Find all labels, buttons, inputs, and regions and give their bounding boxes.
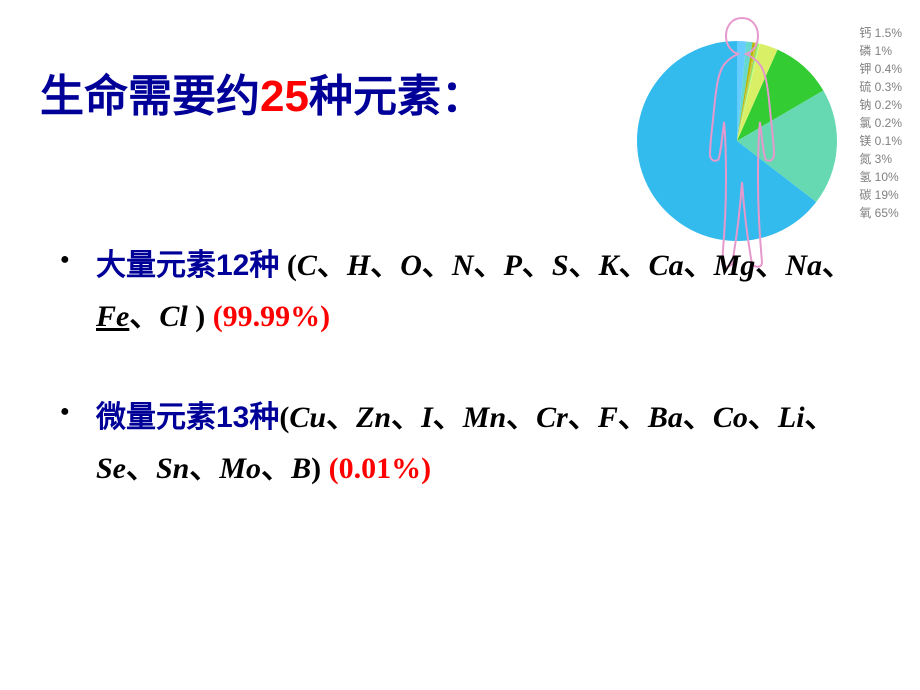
title-part2: 种元素： [309,72,485,121]
separator: 、 [684,249,714,282]
open-paren: ( [279,249,297,282]
element-symbol: Mg [714,249,756,282]
separator: 、 [569,249,599,282]
separator: 、 [619,249,649,282]
element-symbol: Ba [648,401,683,434]
legend-item: 氧 65% [859,204,902,222]
separator: 、 [522,249,552,282]
element-symbol: Mn [463,401,506,434]
legend-item: 钠 0.2% [859,96,902,114]
separator: 、 [317,249,347,282]
pie-legend: 钙 1.5%磷 1%钾 0.4%硫 0.3%钠 0.2%氯 0.2%镁 0.1%… [859,24,902,222]
title-highlight: 25 [260,72,309,121]
separator: 、 [748,401,778,434]
close-paren: ) [188,300,213,333]
element-symbol: S [552,249,569,282]
element-symbol: F [598,401,618,434]
separator: 、 [805,401,835,434]
separator: 、 [391,401,421,434]
element-symbol: Ca [649,249,684,282]
legend-item: 氢 10% [859,168,902,186]
element-symbol: N [452,249,474,282]
legend-item: 镁 0.1% [859,132,902,150]
separator: 、 [370,249,400,282]
separator: 、 [126,452,156,485]
legend-item: 氮 3% [859,150,902,168]
separator: 、 [683,401,713,434]
element-symbol: Na [785,249,822,282]
bullet-category: 微量元素13种 [96,401,279,434]
element-symbol: I [421,401,433,434]
element-symbol: Sn [156,452,189,485]
legend-item: 碳 19% [859,186,902,204]
element-symbol: B [291,452,311,485]
element-symbol: K [599,249,619,282]
element-symbol: O [400,249,422,282]
element-symbol: Mo [219,452,261,485]
separator: 、 [422,249,452,282]
element-symbol: Li [778,401,805,434]
legend-item: 钾 0.4% [859,60,902,78]
element-symbol: Zn [356,401,391,434]
percent-label: (0.01%) [329,452,431,485]
separator: 、 [261,452,291,485]
element-symbol: Cl [159,300,187,333]
separator: 、 [618,401,648,434]
element-symbol: C [297,249,317,282]
pie-svg [632,36,842,246]
bullet-item: 大量元素12种 (C、H、O、N、P、S、K、Ca、Mg、Na、Fe、Cl ) … [60,240,880,342]
separator: 、 [326,401,356,434]
separator: 、 [506,401,536,434]
separator: 、 [433,401,463,434]
element-symbol: P [504,249,522,282]
close-paren: ) [311,452,329,485]
element-symbol: Se [96,452,126,485]
element-symbol: H [347,249,370,282]
separator: 、 [568,401,598,434]
element-pie-chart: 钙 1.5%磷 1%钾 0.4%硫 0.3%钠 0.2%氯 0.2%镁 0.1%… [632,10,912,270]
title-part1: 生命需要约 [40,72,260,121]
separator: 、 [822,249,852,282]
legend-item: 磷 1% [859,42,902,60]
element-symbol: Cr [536,401,568,434]
open-paren: ( [279,401,289,434]
bullet-category: 大量元素12种 [96,249,279,282]
separator: 、 [755,249,785,282]
bullet-list: 大量元素12种 (C、H、O、N、P、S、K、Ca、Mg、Na、Fe、Cl ) … [60,240,880,544]
legend-item: 钙 1.5% [859,24,902,42]
separator: 、 [189,452,219,485]
separator: 、 [474,249,504,282]
separator: 、 [129,300,159,333]
slide-title: 生命需要约25种元素： [40,60,485,124]
element-symbol: Co [713,401,748,434]
legend-item: 氯 0.2% [859,114,902,132]
element-symbol: Fe [96,300,129,333]
element-symbol: Cu [289,401,326,434]
bullet-item: 微量元素13种(Cu、Zn、I、Mn、Cr、F、Ba、Co、Li、Se、Sn、M… [60,392,880,494]
percent-label: (99.99%) [213,300,330,333]
legend-item: 硫 0.3% [859,78,902,96]
